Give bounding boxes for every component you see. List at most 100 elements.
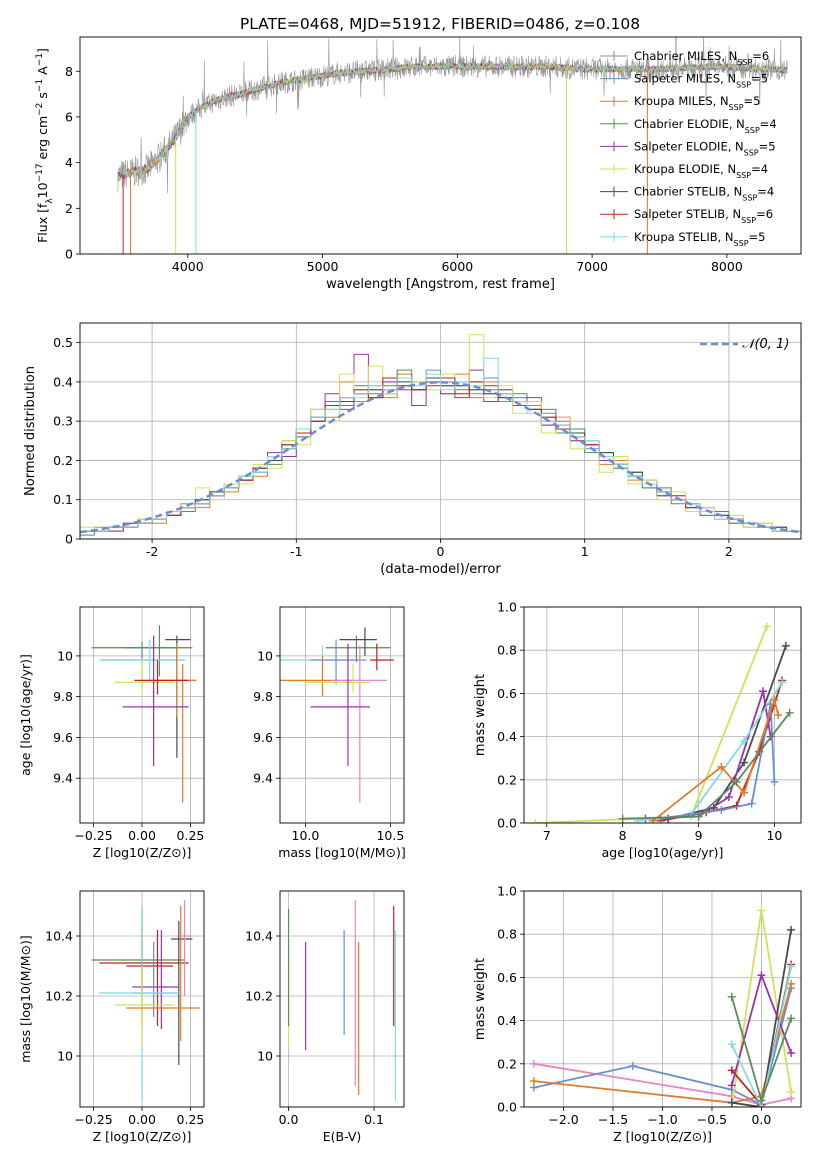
legend-sub: SSP xyxy=(736,171,751,180)
x-axis-label: Z [log10(Z/Z⊙)] xyxy=(93,845,192,860)
weight-point-marker xyxy=(787,1014,796,1023)
legend-n: =6 xyxy=(752,49,769,63)
mass-vs-metallicity-panel: −0.25 0.00 0.25 10 10.2 10.4 Z [log10(Z/Z⊙)] ma… xyxy=(18,890,205,1144)
y-tick-label: 10 xyxy=(57,648,73,663)
errorbar-group xyxy=(280,627,394,803)
weight-series-line xyxy=(667,645,787,820)
legend-label: Kroupa ELODIE, NSSP=4 xyxy=(634,162,768,180)
errorbar-group xyxy=(287,900,397,1101)
weight-point-marker xyxy=(757,1096,766,1105)
y-tick-label: 0.8 xyxy=(497,643,517,658)
y-tick-label: 0.8 xyxy=(497,927,517,942)
spectrum-panel: 4000 5000 6000 7000 8000 0 2 4 6 8 wavelength [Ang… xyxy=(35,36,802,292)
figure-title: PLATE=0468, MJD=51912, FIBERID=0486, z=0… xyxy=(240,15,640,33)
legend-name: Chabrier ELODIE, N xyxy=(634,117,745,131)
y-tick-label: 9.4 xyxy=(253,771,273,786)
spectrum-series-line xyxy=(117,37,788,194)
legend-n: =4 xyxy=(757,185,774,199)
age-vs-mass-panel: 10.0 10.5 9.4 9.6 9.8 10 mass [log10(M/M⊙)] xyxy=(253,606,406,860)
y-tick-label: 0.1 xyxy=(53,492,73,507)
legend-name: Salpeter ELODIE, N xyxy=(634,139,744,153)
axes-frame xyxy=(79,890,205,1108)
legend-n: =4 xyxy=(760,117,777,131)
y-axis-label: mass weight xyxy=(473,958,488,1040)
weight-point-marker xyxy=(759,687,768,696)
axes-frame xyxy=(523,606,802,824)
x-axis-label: Z [log10(Z/Z⊙)] xyxy=(93,1129,192,1144)
legend-name: Kroupa STELIB, N xyxy=(634,230,734,244)
x-tick-label: 7000 xyxy=(576,259,608,274)
y-tick-label: 9.8 xyxy=(53,689,73,704)
y-tick-label: 9.8 xyxy=(253,689,273,704)
x-tick-label: 4000 xyxy=(172,259,204,274)
y-label-part: λ xyxy=(45,198,55,204)
axes-frame xyxy=(523,890,802,1108)
y-axis-label: mass weight xyxy=(473,674,488,756)
legend-label: Chabrier MILES, NSSP=6 xyxy=(634,49,769,67)
x-axis-label: mass [log10(M/M⊙)] xyxy=(278,845,406,860)
x-tick-label: 6000 xyxy=(441,259,473,274)
x-axis-label: (data-model)/error xyxy=(380,562,501,577)
legend-label: Chabrier ELODIE, NSSP=4 xyxy=(634,117,777,135)
y-tick-label: 10.4 xyxy=(245,929,273,944)
y-tick-label: 10 xyxy=(257,1049,273,1064)
x-tick-label: 9 xyxy=(695,828,703,843)
weight-point-marker xyxy=(787,1049,796,1057)
legend-name: Chabrier STELIB, N xyxy=(634,185,742,199)
y-tick-label: 0.4 xyxy=(497,729,517,744)
errorbar-group xyxy=(91,900,201,1101)
weight-point-marker xyxy=(747,799,756,808)
x-tick-label: 8000 xyxy=(711,259,743,274)
weight-point-marker xyxy=(727,1081,736,1090)
weight-point-marker xyxy=(787,925,796,934)
hist-series xyxy=(80,357,801,539)
y-tick-label: 10.2 xyxy=(45,989,73,1004)
weight-point-marker xyxy=(656,814,665,823)
y-tick-label: 0.2 xyxy=(497,1056,517,1071)
x-tick-label: −0.25 xyxy=(74,1112,112,1127)
y-tick-label: 0.6 xyxy=(497,970,517,985)
weight-vs-age-panel: 7 8 9 10 0.0 0.2 0.4 0.6 0.8 1.0 age [log10(age/yr… xyxy=(473,600,802,860)
x-tick-label: 0.00 xyxy=(128,1112,156,1127)
y-tick-label: 9.6 xyxy=(253,730,273,745)
weight-point-marker xyxy=(694,812,703,821)
x-axis-label: age [log10(age/yr)] xyxy=(602,845,724,860)
x-tick-label: 10 xyxy=(766,828,782,843)
weight-point-marker xyxy=(757,971,766,980)
x-tick-label: -1 xyxy=(290,544,302,559)
axes-frame xyxy=(279,606,405,824)
x-axis-label: wavelength [Angstrom, rest frame] xyxy=(326,277,555,292)
legend-sub: SSP xyxy=(742,193,757,202)
x-tick-label: −1.5 xyxy=(598,1112,628,1127)
x-tick-label: 10.5 xyxy=(376,828,404,843)
weight-series-line xyxy=(730,966,792,1107)
weight-series-line xyxy=(622,712,791,820)
y-label-part: −1 xyxy=(35,79,45,92)
hist-series xyxy=(80,334,801,539)
weight-point-marker xyxy=(781,641,790,650)
legend-sub: SSP xyxy=(734,238,749,247)
x-tick-label: −0.5 xyxy=(697,1112,727,1127)
axes-frame xyxy=(279,890,405,1108)
y-tick-label: 0.3 xyxy=(53,414,73,429)
weight-point-marker xyxy=(785,708,794,717)
y-axis-label: Normed distribution xyxy=(23,366,38,496)
legend-label: Kroupa MILES, NSSP=5 xyxy=(634,94,760,112)
legend-label: Salpeter MILES, NSSP=5 xyxy=(634,72,768,90)
x-tick-label: 2 xyxy=(725,544,733,559)
legend-n: =5 xyxy=(749,230,766,244)
y-tick-label: 4 xyxy=(65,155,73,170)
weight-point-marker xyxy=(529,1077,538,1086)
x-tick-label: 0 xyxy=(437,544,445,559)
y-label-part: −17 xyxy=(35,163,45,182)
weight-series-line xyxy=(533,1062,792,1106)
x-axis-label: E(B-V) xyxy=(323,1129,362,1144)
y-tick-label: 10.4 xyxy=(45,929,73,944)
weight-point-marker xyxy=(727,1098,736,1107)
residuals-panel: -2 -1 0 1 2 0 0.1 0.2 0.3 0.4 0.5 (data-model)/erro… xyxy=(23,322,802,577)
y-tick-label: 0 xyxy=(65,247,73,262)
y-tick-label: 8 xyxy=(65,64,73,79)
legend-label: Salpeter ELODIE, NSSP=5 xyxy=(634,139,776,157)
legend-label: Chabrier STELIB, NSSP=4 xyxy=(634,185,774,203)
